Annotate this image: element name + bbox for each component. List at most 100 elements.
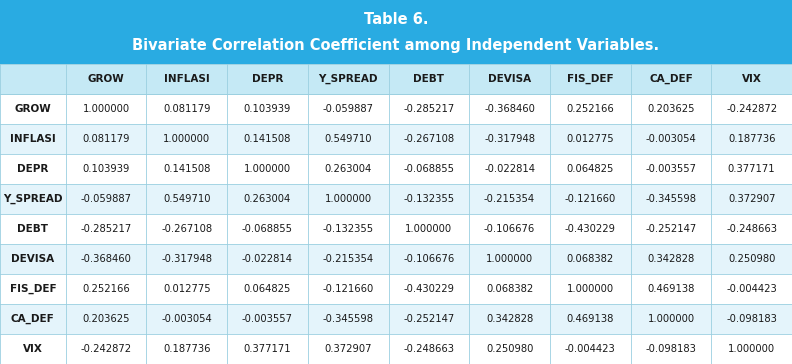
Text: VIX: VIX [23, 344, 43, 354]
Text: -0.022814: -0.022814 [484, 164, 535, 174]
Text: -0.068855: -0.068855 [242, 224, 293, 234]
Text: 0.068382: 0.068382 [486, 284, 533, 294]
Text: GROW: GROW [14, 104, 51, 114]
Text: 0.081179: 0.081179 [82, 134, 130, 144]
Text: -0.267108: -0.267108 [162, 224, 212, 234]
Text: -0.059887: -0.059887 [322, 104, 374, 114]
Text: -0.003054: -0.003054 [645, 134, 696, 144]
Text: 0.012775: 0.012775 [566, 134, 614, 144]
Bar [0, 0, 792, 64]
Text: -0.003557: -0.003557 [242, 314, 293, 324]
Text: INFLASI: INFLASI [10, 134, 55, 144]
Text: 0.203625: 0.203625 [647, 104, 695, 114]
Text: Y_SPREAD: Y_SPREAD [318, 74, 378, 84]
Text: -0.059887: -0.059887 [81, 194, 131, 204]
Text: 0.252166: 0.252166 [566, 104, 614, 114]
Text: -0.098183: -0.098183 [726, 314, 777, 324]
Text: DEPR: DEPR [17, 164, 48, 174]
Text: VIX: VIX [742, 74, 762, 84]
Text: -0.215354: -0.215354 [322, 254, 374, 264]
Text: -0.098183: -0.098183 [645, 344, 696, 354]
Text: DEPR: DEPR [252, 74, 284, 84]
Bar [0, 274, 792, 304]
Text: -0.003054: -0.003054 [162, 314, 212, 324]
Text: -0.345598: -0.345598 [322, 314, 374, 324]
Text: 0.263004: 0.263004 [244, 194, 291, 204]
Text: -0.285217: -0.285217 [81, 224, 131, 234]
Text: -0.215354: -0.215354 [484, 194, 535, 204]
Text: -0.003557: -0.003557 [645, 164, 696, 174]
Text: 0.469138: 0.469138 [566, 314, 614, 324]
Bar [0, 244, 792, 274]
Text: -0.368460: -0.368460 [484, 104, 535, 114]
Text: -0.004423: -0.004423 [565, 344, 615, 354]
Text: CA_DEF: CA_DEF [11, 314, 55, 324]
Text: CA_DEF: CA_DEF [649, 74, 693, 84]
Text: 0.377171: 0.377171 [244, 344, 291, 354]
Bar [0, 304, 792, 334]
Text: -0.022814: -0.022814 [242, 254, 293, 264]
Text: -0.242872: -0.242872 [726, 104, 777, 114]
Text: 1.000000: 1.000000 [567, 284, 614, 294]
Text: 0.549710: 0.549710 [325, 134, 372, 144]
Text: 0.103939: 0.103939 [82, 164, 130, 174]
Text: 0.469138: 0.469138 [647, 284, 695, 294]
Text: -0.368460: -0.368460 [81, 254, 131, 264]
Text: INFLASI: INFLASI [164, 74, 210, 84]
Text: 0.203625: 0.203625 [82, 314, 130, 324]
Text: -0.317948: -0.317948 [162, 254, 212, 264]
Text: 1.000000: 1.000000 [163, 134, 211, 144]
Text: 1.000000: 1.000000 [244, 164, 291, 174]
Text: 0.187736: 0.187736 [728, 134, 775, 144]
Text: -0.285217: -0.285217 [403, 104, 455, 114]
Text: 1.000000: 1.000000 [486, 254, 533, 264]
Text: -0.106676: -0.106676 [403, 254, 455, 264]
Text: -0.267108: -0.267108 [403, 134, 455, 144]
Bar [0, 124, 792, 154]
Text: DEVISA: DEVISA [488, 74, 531, 84]
Bar [0, 184, 792, 214]
Text: 0.252166: 0.252166 [82, 284, 130, 294]
Text: -0.106676: -0.106676 [484, 224, 535, 234]
Bar [0, 214, 792, 244]
Text: 1.000000: 1.000000 [82, 104, 130, 114]
Text: 1.000000: 1.000000 [406, 224, 452, 234]
Text: -0.430229: -0.430229 [565, 224, 615, 234]
Text: 0.103939: 0.103939 [244, 104, 291, 114]
Bar [0, 94, 792, 124]
Text: -0.430229: -0.430229 [403, 284, 455, 294]
Text: 0.342828: 0.342828 [647, 254, 695, 264]
Text: FIS_DEF: FIS_DEF [10, 284, 56, 294]
Text: -0.345598: -0.345598 [645, 194, 696, 204]
Text: 0.064825: 0.064825 [244, 284, 291, 294]
Text: 0.064825: 0.064825 [566, 164, 614, 174]
Text: -0.252147: -0.252147 [645, 224, 697, 234]
Text: FIS_DEF: FIS_DEF [567, 74, 614, 84]
Text: -0.121660: -0.121660 [322, 284, 374, 294]
Text: DEBT: DEBT [17, 224, 48, 234]
Text: -0.317948: -0.317948 [484, 134, 535, 144]
Text: 0.141508: 0.141508 [244, 134, 291, 144]
Text: -0.252147: -0.252147 [403, 314, 455, 324]
Text: 0.549710: 0.549710 [163, 194, 211, 204]
Text: 1.000000: 1.000000 [728, 344, 775, 354]
Text: Y_SPREAD: Y_SPREAD [3, 194, 63, 204]
Text: -0.132355: -0.132355 [403, 194, 455, 204]
Text: 0.250980: 0.250980 [728, 254, 775, 264]
Text: 0.012775: 0.012775 [163, 284, 211, 294]
Text: 0.250980: 0.250980 [485, 344, 533, 354]
Text: 0.081179: 0.081179 [163, 104, 211, 114]
Text: 0.377171: 0.377171 [728, 164, 775, 174]
Text: 1.000000: 1.000000 [325, 194, 371, 204]
Text: -0.121660: -0.121660 [565, 194, 616, 204]
Text: -0.004423: -0.004423 [726, 284, 777, 294]
Bar [0, 64, 792, 94]
Text: 0.372907: 0.372907 [325, 344, 372, 354]
Text: 1.000000: 1.000000 [647, 314, 695, 324]
Text: 0.141508: 0.141508 [163, 164, 211, 174]
Text: -0.248663: -0.248663 [403, 344, 455, 354]
Text: -0.248663: -0.248663 [726, 224, 777, 234]
Bar [0, 334, 792, 364]
Text: DEVISA: DEVISA [11, 254, 55, 264]
Text: GROW: GROW [88, 74, 124, 84]
